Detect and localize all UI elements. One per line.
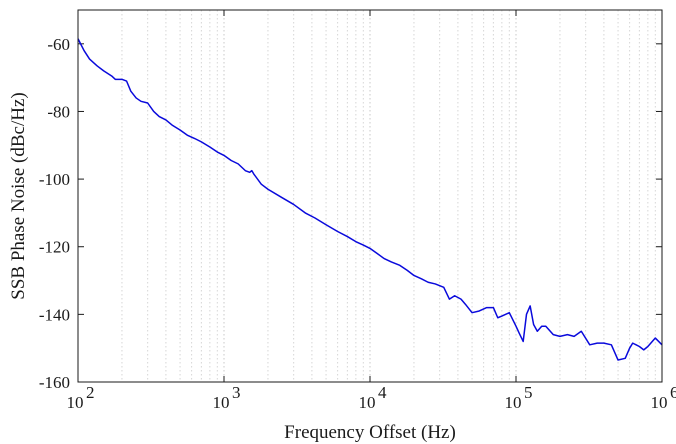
x-tick-exponent: 6 <box>670 383 676 402</box>
x-tick-exponent: 5 <box>524 383 533 402</box>
y-tick-label: -120 <box>39 238 70 257</box>
x-tick-label: 105 <box>505 383 533 412</box>
x-axis-title: Frequency Offset (Hz) <box>284 422 456 443</box>
x-tick-label: 103 <box>213 383 241 412</box>
plot-area-frame <box>77 9 663 383</box>
x-tick-label: 102 <box>67 383 95 412</box>
y-tick-label: -160 <box>39 373 70 392</box>
series-line <box>77 38 663 361</box>
series-layer <box>77 38 663 361</box>
y-axis-title: SSB Phase Noise (dBc/Hz) <box>8 92 29 299</box>
x-tick-base: 10 <box>651 393 668 412</box>
x-tick-exponent: 3 <box>232 383 241 402</box>
y-tick-label: -60 <box>47 35 70 54</box>
x-tick-label: 106 <box>651 383 676 412</box>
y-tick-label: -80 <box>47 102 70 121</box>
x-tick-base: 10 <box>213 393 230 412</box>
x-tick-exponent: 4 <box>378 383 387 402</box>
x-tick-base: 10 <box>359 393 376 412</box>
x-tick-exponent: 2 <box>86 383 95 402</box>
grid-lines <box>121 10 656 382</box>
y-tick-label: -100 <box>39 170 70 189</box>
y-ticks: -60 -80 -100 -120 -140 -160 <box>39 35 662 392</box>
x-tick-base: 10 <box>67 393 84 412</box>
x-tick-base: 10 <box>505 393 522 412</box>
x-tick-label: 104 <box>359 383 388 412</box>
y-tick-label: -140 <box>39 305 70 324</box>
